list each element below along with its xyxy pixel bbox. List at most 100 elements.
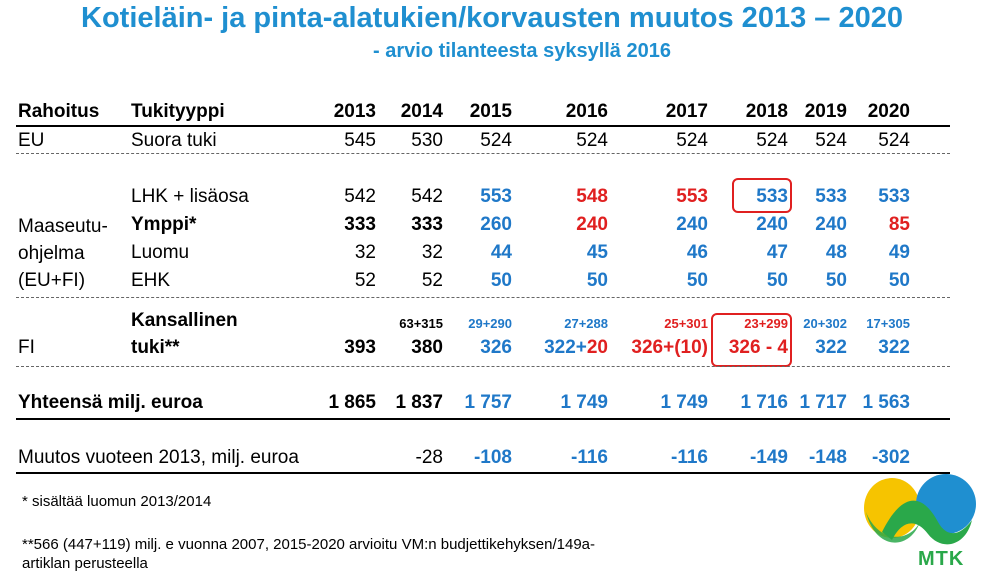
fi-breakdown-2019: 20+302 — [803, 316, 847, 331]
fi-label-line1: Kansallinen — [131, 310, 238, 331]
ymppi-value-2018: 240 — [756, 214, 788, 235]
ymppi-value-2013: 333 — [344, 214, 376, 235]
fi-breakdown-2016: 27+288 — [564, 316, 608, 331]
eu-value-2017: 524 — [676, 130, 708, 151]
change-value-2019: -148 — [808, 447, 847, 468]
header-rule — [16, 125, 950, 127]
fi-value-2015: 326 — [480, 337, 512, 358]
lhk-value-2014: 542 — [411, 186, 443, 207]
total-value-2017: 1 749 — [660, 392, 708, 413]
change-value-2015: -108 — [473, 447, 512, 468]
header-year-2017: 2017 — [665, 101, 708, 122]
header-year-2015: 2015 — [469, 101, 512, 122]
lhk-label: LHK + lisäosa — [131, 186, 249, 207]
eu-value-2015: 524 — [480, 130, 512, 151]
footnote-1: * sisältää luomun 2013/2014 — [22, 493, 212, 510]
maaseutu-rahoitus-3: (EU+FI) — [18, 270, 86, 291]
fi-breakdown-2020: 17+305 — [866, 316, 910, 331]
eu-value-2013: 545 — [344, 130, 376, 151]
eu-value-2020: 524 — [878, 130, 910, 151]
ehk-label: EHK — [131, 270, 171, 291]
luomu-value-2020: 49 — [888, 242, 910, 263]
eu-value-2019: 524 — [815, 130, 847, 151]
change-rule — [16, 472, 950, 474]
luomu-value-2013: 32 — [354, 242, 376, 263]
lhk-value-2019: 533 — [815, 186, 847, 207]
ymppi-value-2015: 260 — [480, 214, 512, 235]
fi-rule — [16, 366, 950, 367]
luomu-value-2019: 48 — [825, 242, 847, 263]
ehk-value-2018: 50 — [766, 270, 788, 291]
luomu-value-2017: 46 — [686, 242, 708, 263]
eu-value-2018: 524 — [756, 130, 788, 151]
total-value-2014: 1 837 — [395, 392, 443, 413]
fi-value-2019: 322 — [815, 337, 847, 358]
luomu-label: Luomu — [131, 242, 190, 263]
fi-breakdown-2015: 29+290 — [468, 316, 512, 331]
change-value-2014: -28 — [415, 447, 443, 468]
ehk-value-2019: 50 — [825, 270, 847, 291]
header-rahoitus: Rahoitus — [18, 101, 100, 122]
change-value-2017: -116 — [671, 447, 708, 468]
change-value-2020: -302 — [871, 447, 910, 468]
ehk-value-2013: 52 — [354, 270, 376, 291]
lhk-value-2013: 542 — [344, 186, 376, 207]
ymppi-value-2019: 240 — [815, 214, 847, 235]
lhk-2018-highlight-box — [732, 178, 792, 213]
lhk-value-2015: 553 — [480, 186, 512, 207]
change-value-2016: -116 — [571, 447, 608, 468]
total-value-2019: 1 717 — [799, 392, 847, 413]
ehk-value-2017: 50 — [686, 270, 708, 291]
header-tukityyppi: Tukityyppi — [131, 101, 225, 122]
fi-value-2014: 380 — [411, 337, 443, 358]
fi-rahoitus: FI — [18, 337, 35, 358]
eu-value-2014: 530 — [411, 130, 443, 151]
change-label: Muutos vuoteen 2013, milj. euroa — [18, 447, 299, 468]
total-rule — [16, 418, 950, 420]
luomu-value-2014: 32 — [421, 242, 443, 263]
footnote-2-line2: artiklan perusteella — [22, 555, 148, 572]
lhk-value-2020: 533 — [878, 186, 910, 207]
fi-value-2017: 326+(10) — [631, 337, 708, 358]
eu-rule — [16, 153, 950, 154]
header-year-2019: 2019 — [804, 101, 847, 122]
page-title: Kotieläin- ja pinta-alatukien/korvausten… — [81, 2, 903, 34]
header-year-2016: 2016 — [565, 101, 608, 122]
ymppi-value-2014: 333 — [411, 214, 443, 235]
fi-breakdown-2014: 63+315 — [399, 316, 443, 331]
ehk-value-2016: 50 — [586, 270, 608, 291]
header-year-2020: 2020 — [867, 101, 910, 122]
eu-value-2016: 524 — [576, 130, 608, 151]
header-year-2018: 2018 — [745, 101, 788, 122]
fi-2018-highlight-box — [711, 313, 792, 367]
header-year-2014: 2014 — [400, 101, 443, 122]
fi-value-2018: 326 - 4 — [728, 337, 788, 358]
fi-value-2016-add: 20 — [586, 337, 608, 358]
total-value-2016: 1 749 — [560, 392, 608, 413]
fi-value-2013: 393 — [344, 337, 376, 358]
total-value-2015: 1 757 — [464, 392, 512, 413]
fi-value-2016: 322+20 — [544, 337, 608, 359]
lhk-value-2018: 533 — [756, 186, 788, 207]
ehk-value-2020: 50 — [888, 270, 910, 291]
ymppi-value-2020: 85 — [888, 214, 910, 235]
ehk-value-2015: 50 — [490, 270, 512, 291]
eu-tukityyppi: Suora tuki — [131, 130, 217, 151]
total-label: Yhteensä milj. euroa — [18, 392, 203, 413]
ymppi-value-2016: 240 — [576, 214, 608, 235]
fi-value-2016-base: 322+ — [544, 337, 587, 358]
luomu-value-2015: 44 — [490, 242, 512, 263]
page-subtitle: - arvio tilanteesta syksyllä 2016 — [373, 40, 671, 62]
total-value-2020: 1 563 — [862, 392, 910, 413]
lhk-value-2017: 553 — [676, 186, 708, 207]
ymppi-value-2017: 240 — [676, 214, 708, 235]
header-year-2013: 2013 — [333, 101, 376, 122]
footnote-2-line1: **566 (447+119) milj. e vuonna 2007, 201… — [22, 536, 596, 553]
luomu-value-2018: 47 — [766, 242, 788, 263]
fi-breakdown-2018: 23+299 — [744, 316, 788, 331]
ehk-value-2014: 52 — [421, 270, 443, 291]
mtk-logo-text: MTK — [918, 548, 965, 570]
fi-value-2020: 322 — [878, 337, 910, 358]
eu-rahoitus: EU — [18, 130, 45, 151]
total-value-2018: 1 716 — [740, 392, 788, 413]
